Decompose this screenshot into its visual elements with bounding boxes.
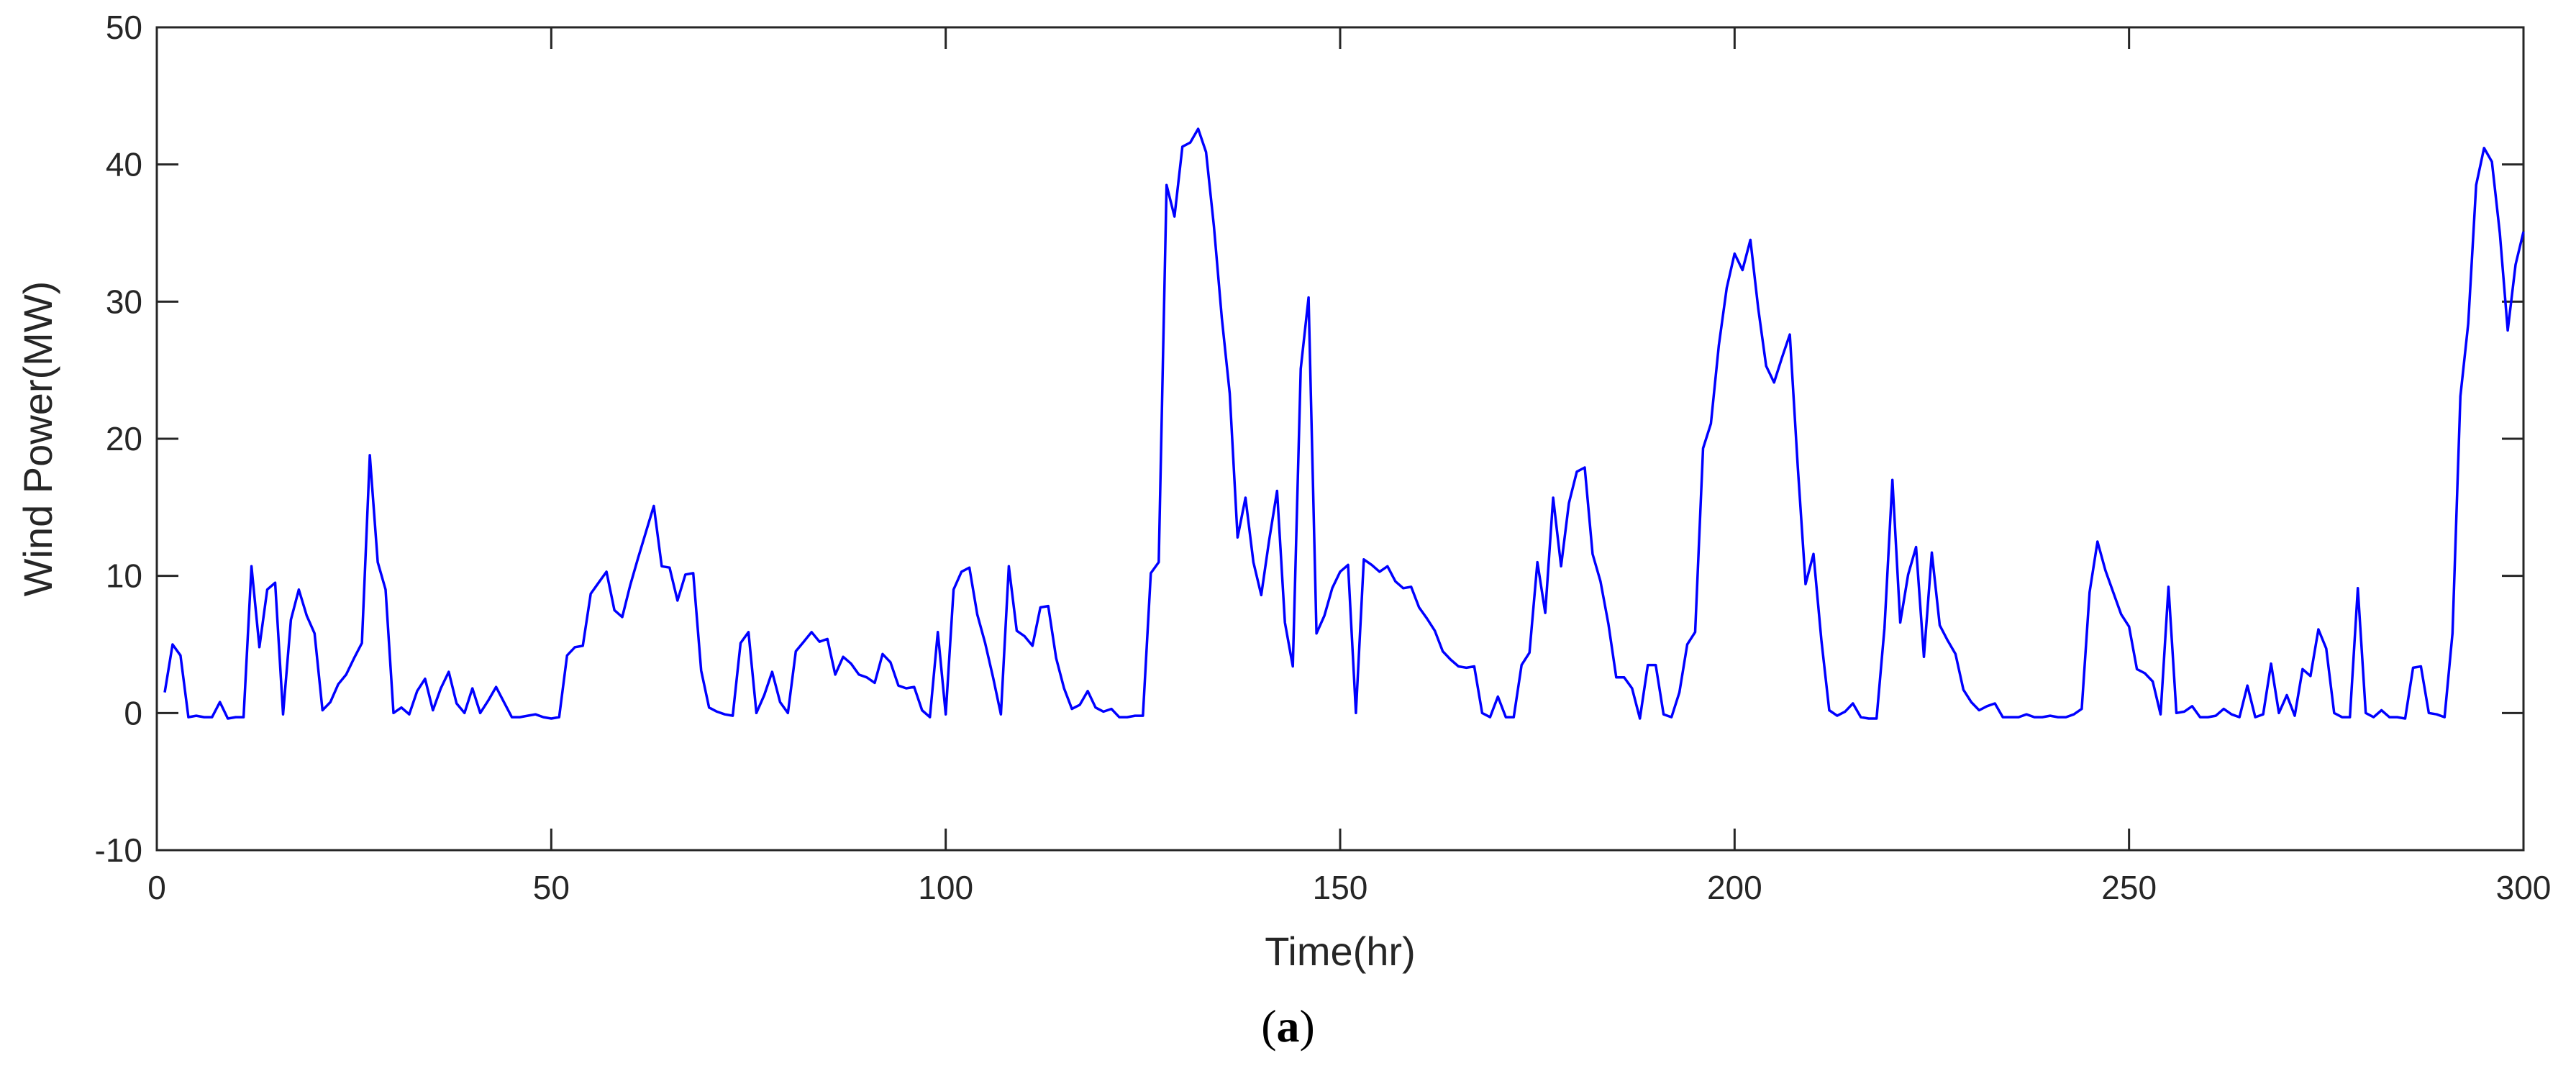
y-tick-label: 30: [106, 283, 142, 320]
x-tick-label: 200: [1707, 869, 1762, 906]
wind-power-series-line: [163, 127, 2525, 720]
y-axis-label: Wind Power(MW): [15, 281, 60, 597]
x-tick-label: 100: [918, 869, 973, 906]
y-tick-label: 20: [106, 420, 142, 457]
x-tick-label: 300: [2496, 869, 2552, 906]
caption-letter: a: [1276, 1000, 1300, 1052]
y-tick-label: 0: [124, 694, 142, 731]
y-tick-label: -10: [95, 831, 142, 869]
y-axis-ticks: -10 0 10 20 30 40 50: [95, 9, 2523, 869]
x-tick-label: 250: [2101, 869, 2157, 906]
x-tick-label: 150: [1313, 869, 1368, 906]
x-tick-label: 50: [533, 869, 570, 906]
x-axis-ticks: 0 50 100 150 200 250 300: [147, 27, 2551, 906]
y-tick-label: 10: [106, 557, 142, 595]
y-tick-label: 50: [106, 9, 142, 46]
caption-close-paren: ): [1299, 1000, 1315, 1052]
caption-open-paren: (: [1261, 1000, 1277, 1052]
x-axis-label: Time(hr): [1265, 929, 1415, 974]
x-tick-label: 0: [147, 869, 166, 906]
plot-area: [155, 26, 2525, 852]
figure-caption: (a): [0, 1000, 2576, 1053]
y-tick-label: 40: [106, 146, 142, 183]
